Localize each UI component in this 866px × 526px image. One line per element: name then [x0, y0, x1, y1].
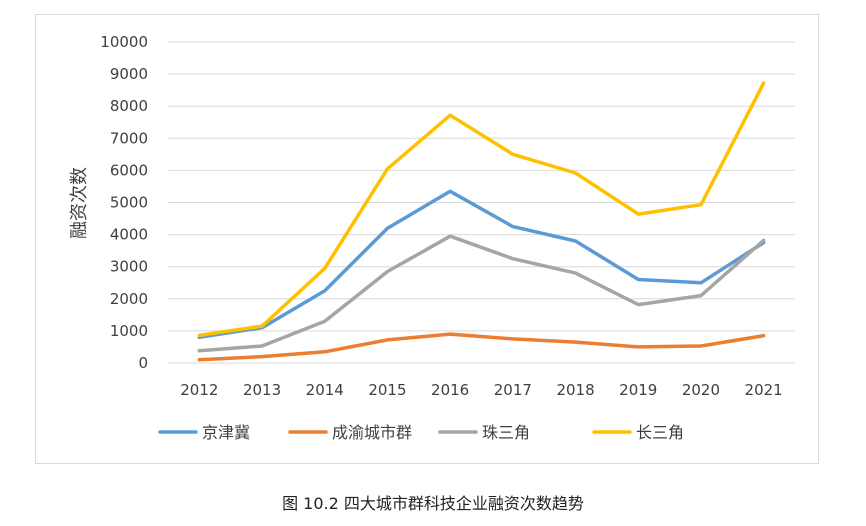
x-tick-label: 2016 [431, 381, 469, 399]
legend-label: 长三角 [636, 423, 684, 442]
legend-label: 京津冀 [202, 423, 250, 442]
x-tick-label: 2021 [745, 381, 783, 399]
y-tick-label: 2000 [110, 290, 148, 308]
legend-label: 珠三角 [482, 423, 530, 442]
figure-caption: 图 10.2 四大城市群科技企业融资次数趋势 [282, 494, 584, 513]
y-tick-label: 1000 [110, 322, 148, 340]
series-lines [197, 81, 766, 362]
y-tick-label: 5000 [110, 194, 148, 212]
series-line-1 [197, 332, 766, 362]
x-tick-label: 2018 [556, 381, 594, 399]
series-line-0 [197, 189, 766, 340]
y-tick-label: 8000 [110, 97, 148, 115]
y-tick-label: 4000 [110, 226, 148, 244]
x-tick-label: 2019 [619, 381, 657, 399]
legend: 京津冀 成渝城市群 珠三角 长三角 [158, 423, 684, 442]
series-line-3 [197, 81, 766, 338]
y-axis-label: 融资次数 [69, 167, 90, 239]
x-tick-label: 2012 [180, 381, 218, 399]
series-line-2 [197, 234, 766, 353]
y-tick-label: 0 [138, 354, 148, 372]
gridlines [168, 41, 795, 364]
x-tick-label: 2020 [682, 381, 720, 399]
x-tick-label: 2015 [368, 381, 406, 399]
x-tick-label: 2017 [494, 381, 532, 399]
y-tick-label: 7000 [110, 129, 148, 147]
legend-label: 成渝城市群 [332, 423, 412, 442]
y-tick-label: 10000 [100, 33, 148, 51]
x-tick-labels: 2012 2013 2014 2015 2016 2017 2018 2019 2020 2021 [180, 381, 782, 399]
x-tick-label: 2014 [306, 381, 344, 399]
y-tick-label: 9000 [110, 65, 148, 83]
y-tick-label: 3000 [110, 258, 148, 276]
x-tick-label: 2013 [243, 381, 281, 399]
y-tick-label: 6000 [110, 161, 148, 179]
y-tick-labels: 0 1000 2000 3000 4000 5000 6000 7000 8000 9000 100… [100, 33, 148, 372]
chart-frame [35, 14, 819, 464]
